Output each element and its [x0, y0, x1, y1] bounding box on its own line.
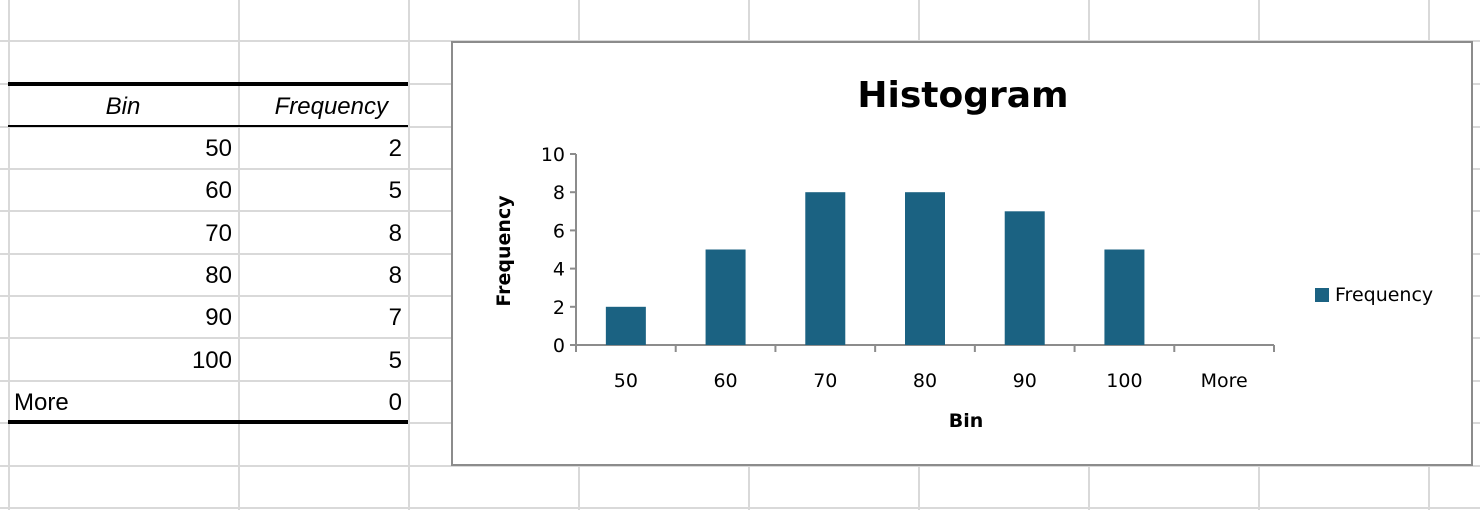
x-tick-label: 50 — [614, 370, 638, 392]
histogram-chart[interactable]: Histogram Bin Frequency Frequency 0 2 4 6 8 1… — [451, 41, 1473, 466]
cell-frequency[interactable]: 2 — [388, 135, 402, 162]
cell-bin[interactable]: 60 — [205, 177, 232, 205]
y-axis-title: Frequency — [493, 195, 515, 307]
table-border — [8, 125, 408, 127]
y-tick-label: 10 — [541, 144, 565, 166]
column-gridline — [408, 0, 410, 510]
bar — [805, 192, 846, 345]
cell-bin[interactable]: 90 — [205, 304, 232, 332]
x-tick-label: 60 — [713, 370, 737, 392]
table-border — [8, 420, 408, 424]
table-border — [8, 82, 408, 86]
header-frequency[interactable]: Frequency — [274, 93, 388, 120]
bar — [705, 249, 746, 345]
bar — [1104, 249, 1145, 345]
column-gridline — [238, 0, 240, 510]
x-axis-title: Bin — [949, 410, 984, 432]
chart-svg: Histogram Bin Frequency Frequency 0 2 4 6 8 1… — [493, 75, 1433, 432]
y-tick-label: 8 — [553, 182, 565, 204]
x-tick-label: 80 — [913, 370, 937, 392]
cell-frequency[interactable]: 0 — [388, 388, 402, 416]
header-bin[interactable]: Bin — [105, 93, 141, 120]
cell-bin[interactable]: 70 — [205, 219, 232, 247]
cell-frequency[interactable]: 5 — [388, 346, 402, 374]
x-tick-label: 90 — [1013, 370, 1037, 392]
column-gridline — [8, 0, 10, 510]
bar — [1004, 211, 1045, 345]
x-tick-label: More — [1201, 370, 1248, 392]
y-tick-label: 6 — [553, 220, 565, 242]
cell-frequency[interactable]: 8 — [388, 219, 402, 247]
legend-swatch — [1315, 288, 1329, 302]
y-tick-label: 2 — [553, 297, 565, 319]
cell-frequency[interactable]: 8 — [388, 261, 402, 289]
bar — [605, 306, 646, 345]
cell-bin[interactable]: 80 — [205, 261, 232, 289]
y-tick-label: 0 — [553, 335, 565, 357]
cell-bin[interactable]: More — [14, 388, 69, 416]
chart-title: Histogram — [857, 75, 1068, 116]
legend-label: Frequency — [1335, 284, 1433, 306]
cell-bin[interactable]: 50 — [205, 135, 232, 162]
x-tick-label: 70 — [813, 370, 837, 392]
x-tick-label: 100 — [1106, 370, 1142, 392]
row-gridline — [0, 507, 1480, 509]
cell-frequency[interactable]: 5 — [388, 177, 402, 205]
bar — [905, 192, 945, 345]
row-gridline — [0, 465, 1480, 467]
cell-frequency[interactable]: 7 — [388, 304, 402, 332]
cell-bin[interactable]: 100 — [191, 346, 232, 374]
y-tick-label: 4 — [553, 259, 565, 281]
